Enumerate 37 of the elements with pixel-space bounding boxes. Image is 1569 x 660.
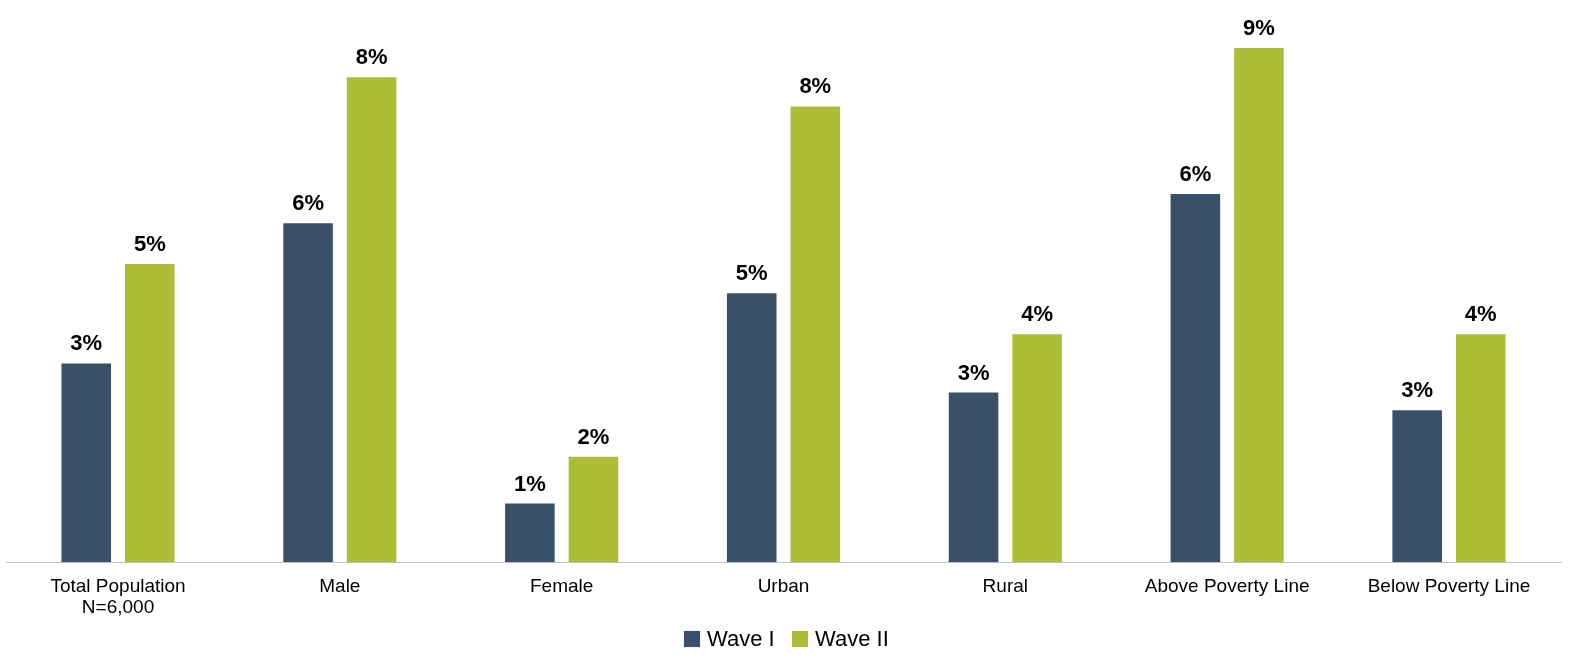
data-label: 1% [514, 470, 546, 496]
x-tick-label: Rural [982, 574, 1029, 596]
data-label: 6% [1179, 161, 1212, 187]
bar [948, 392, 999, 562]
data-label: 4% [1464, 301, 1497, 327]
data-label: 3% [957, 359, 990, 385]
bar [568, 456, 619, 562]
bar [1170, 194, 1221, 562]
data-label: 9% [1243, 14, 1275, 40]
data-label: 8% [799, 73, 832, 99]
bar [1392, 410, 1442, 562]
data-label: 5% [735, 260, 768, 286]
bar [1012, 334, 1062, 562]
x-tick-label: Total Population N=6,000 [50, 574, 186, 617]
bar [505, 503, 555, 562]
data-label: 2% [577, 423, 610, 449]
bar [1234, 47, 1284, 562]
x-tick-label: Male [319, 574, 361, 596]
data-label: 3% [1401, 377, 1434, 403]
legend-label: Wave I [707, 626, 775, 651]
bar [61, 363, 112, 562]
bar [346, 77, 397, 562]
data-label: 6% [292, 190, 324, 216]
x-tick-label: Above Poverty Line [1144, 574, 1310, 596]
bar [1455, 334, 1506, 562]
bar [726, 293, 777, 562]
data-label: 5% [133, 231, 166, 257]
data-label: 8% [355, 44, 388, 70]
data-label: 3% [70, 330, 103, 356]
x-tick-label: Below Poverty Line [1367, 574, 1531, 596]
data-label: 4% [1021, 301, 1053, 327]
bar [790, 106, 841, 562]
x-tick-label: Female [529, 574, 594, 596]
x-tick-label: Urban [757, 574, 810, 596]
bar [283, 223, 333, 562]
bar [125, 264, 175, 562]
legend-label: Wave II [815, 626, 889, 651]
